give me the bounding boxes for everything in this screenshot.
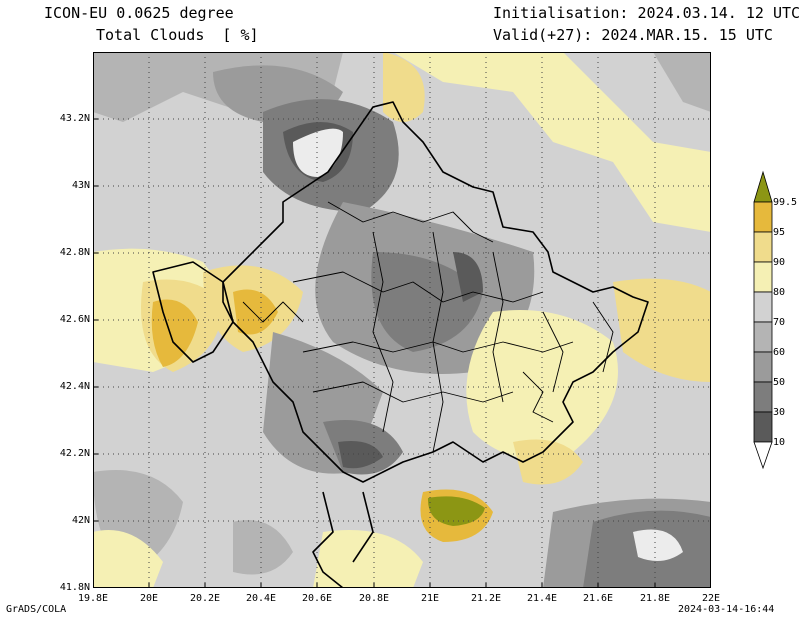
map-ticks <box>93 118 656 588</box>
lon-label-22e: 22E <box>701 593 721 604</box>
colorbar <box>753 170 773 470</box>
colorbar-label-95: 95 <box>773 227 786 238</box>
lat-label-43-2n: 43.2N <box>59 113 90 124</box>
country-borders <box>152 101 649 588</box>
colorbar-label-10: 10 <box>773 437 786 448</box>
plot-timestamp: 2024-03-14-16:44 <box>678 604 775 615</box>
lon-label-21-8e: 21.8E <box>639 593 671 604</box>
lon-label-20-2e: 20.2E <box>189 593 221 604</box>
lat-label-41-8n: 41.8N <box>59 582 90 593</box>
lat-gridlines <box>93 118 711 522</box>
lat-label-43n: 43N <box>71 180 90 191</box>
colorbar-label-60: 60 <box>773 347 786 358</box>
colorbar-label-70: 70 <box>773 317 786 328</box>
colorbar-label-99-5: 99.5 <box>773 197 798 208</box>
lon-label-20-6e: 20.6E <box>301 593 333 604</box>
lon-label-21-4e: 21.4E <box>526 593 558 604</box>
lat-label-42-8n: 42.8N <box>59 247 90 258</box>
variable-title: Total Clouds [ %] <box>96 26 259 44</box>
colorbar-label-30: 30 <box>773 407 786 418</box>
cloud-field <box>93 52 711 588</box>
lon-label-19-8e: 19.8E <box>77 593 109 604</box>
lon-label-21-6e: 21.6E <box>582 593 614 604</box>
lat-label-42n: 42N <box>71 515 90 526</box>
lon-label-20-4e: 20.4E <box>245 593 277 604</box>
model-title: ICON-EU 0.0625 degree <box>44 4 234 22</box>
lon-label-20-8e: 20.8E <box>358 593 390 604</box>
lat-label-42-2n: 42.2N <box>59 448 90 459</box>
district-borders <box>242 201 614 453</box>
lat-label-42-6n: 42.6N <box>59 314 90 325</box>
colorbar-label-90: 90 <box>773 257 786 268</box>
valid-time: Valid(+27): 2024.MAR.15. 15 UTC <box>493 26 773 44</box>
lon-label-20e: 20E <box>139 593 159 604</box>
grads-credit: GrADS/COLA <box>6 604 67 615</box>
lat-label-42-4n: 42.4N <box>59 381 90 392</box>
lon-label-21e: 21E <box>420 593 440 604</box>
cloud-cover-map <box>93 52 711 588</box>
colorbar-label-80: 80 <box>773 287 786 298</box>
lon-label-21-2e: 21.2E <box>470 593 502 604</box>
init-time: Initialisation: 2024.03.14. 12 UTC <box>493 4 800 22</box>
colorbar-label-50: 50 <box>773 377 786 388</box>
